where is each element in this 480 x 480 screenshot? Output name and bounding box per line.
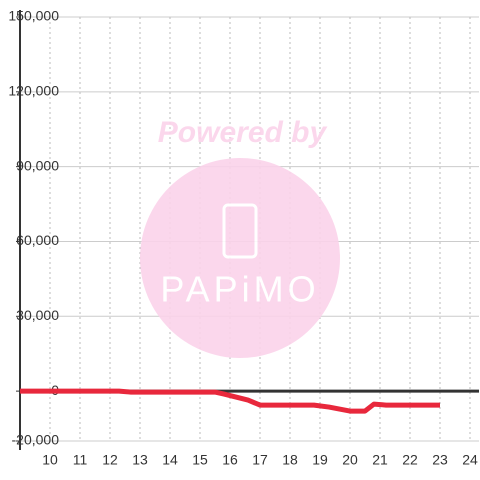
x-tick-label: 12 xyxy=(102,452,118,468)
watermark-text: Powered by xyxy=(158,116,328,149)
y-tick-label: 60,000 xyxy=(16,232,59,248)
x-tick-label: 13 xyxy=(132,452,148,468)
x-tick-label: 22 xyxy=(402,452,418,468)
x-tick-label: 14 xyxy=(162,452,178,468)
y-tick-label: 150,000 xyxy=(8,8,59,24)
x-tick-label: 15 xyxy=(192,452,208,468)
x-tick-label: 17 xyxy=(252,452,268,468)
x-tick-label: 11 xyxy=(73,452,88,468)
y-tick-label: 90,000 xyxy=(16,157,59,173)
y-tick-label: -20,000 xyxy=(12,432,60,448)
watermark-logo: PAPiMO xyxy=(160,269,319,310)
watermark-icon xyxy=(222,203,258,259)
watermark: Powered by PAPiMO xyxy=(140,116,340,358)
x-tick-label: 10 xyxy=(42,452,58,468)
y-tick-label: 120,000 xyxy=(8,83,59,99)
line xyxy=(20,388,440,414)
x-tick-label: 19 xyxy=(312,452,328,468)
x-tick-label: 20 xyxy=(342,452,358,468)
x-tick-label: 16 xyxy=(222,452,238,468)
y-tick-label: 30,000 xyxy=(16,307,59,323)
x-tick-label: 21 xyxy=(372,452,388,468)
x-tick-label: 23 xyxy=(432,452,448,468)
x-tick-label: 18 xyxy=(282,452,298,468)
x-tick-label: 24 xyxy=(462,452,478,468)
